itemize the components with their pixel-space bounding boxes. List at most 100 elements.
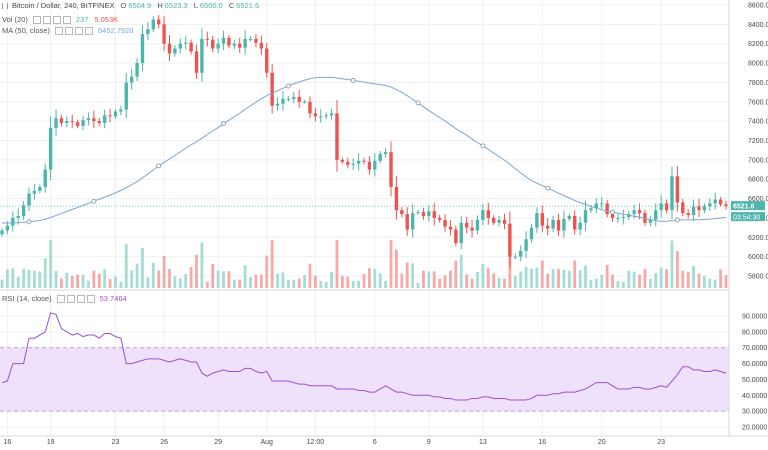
- volume-bar: [427, 271, 431, 288]
- volume-bar: [97, 273, 101, 288]
- time-tick-label: 20: [598, 439, 606, 446]
- volume-bar: [665, 269, 668, 288]
- price-tick-label: 5800.0: [748, 274, 768, 281]
- candle: [691, 206, 696, 216]
- candle: [562, 218, 566, 231]
- volume-bar: [119, 281, 123, 288]
- volume-bar: [189, 267, 193, 288]
- volume-bar: [222, 271, 225, 288]
- volume-bar: [389, 240, 393, 288]
- more-icon[interactable]: [86, 294, 95, 303]
- candle: [329, 113, 334, 116]
- candle: [286, 98, 291, 100]
- volume-bar: [384, 280, 388, 288]
- candle: [400, 210, 404, 215]
- volume-bar: [594, 278, 598, 288]
- candle: [335, 113, 339, 160]
- price-tick-label: 6000.0: [748, 254, 768, 261]
- ma-marker: [415, 100, 421, 106]
- volume-bar: [443, 275, 447, 288]
- time-tick-label: 23: [112, 439, 120, 446]
- volume-bar: [195, 254, 198, 288]
- ohlc-low-value: 6500.0: [199, 1, 223, 10]
- candle: [454, 229, 458, 244]
- candle: [308, 101, 312, 114]
- volume-bar: [578, 270, 582, 288]
- candle: [389, 152, 393, 187]
- volume-bar: [114, 276, 117, 288]
- volume-bar: [124, 244, 128, 288]
- volume-bar: [530, 268, 533, 288]
- candle: [275, 103, 280, 106]
- candle: [232, 43, 237, 46]
- candle: [659, 203, 663, 211]
- candle: [367, 161, 372, 170]
- candle: [356, 160, 361, 164]
- candle: [324, 115, 328, 117]
- eye-icon[interactable]: [2, 2, 8, 9]
- settings-icon[interactable]: [66, 294, 75, 303]
- volume-bar: [589, 279, 593, 288]
- visibility-toggle-icon[interactable]: [54, 26, 63, 35]
- visibility-toggle-icon[interactable]: [32, 15, 41, 24]
- candle: [697, 206, 701, 211]
- time-tick-label: 12:00: [307, 439, 325, 446]
- volume-bar: [351, 280, 355, 288]
- volume-bar: [6, 269, 9, 288]
- volume-bar: [151, 263, 155, 288]
- last-price-tag: [731, 201, 765, 211]
- visibility-toggle-icon[interactable]: [56, 294, 65, 303]
- candle: [708, 203, 712, 207]
- volume-bar: [416, 282, 420, 288]
- candle: [605, 203, 609, 215]
- candle: [443, 219, 447, 227]
- close-icon[interactable]: [52, 15, 61, 24]
- volume-legend[interactable]: Vol (20) 237 5.053K: [2, 15, 124, 24]
- volume-bar: [227, 271, 231, 288]
- volume-bar: [411, 263, 415, 288]
- candle: [427, 211, 431, 216]
- candle: [156, 19, 161, 25]
- volume-bar: [719, 269, 722, 288]
- settings-icon[interactable]: [42, 15, 51, 24]
- ma-value: 6452.7920: [97, 26, 134, 35]
- volume-bar: [627, 270, 631, 288]
- volume-bar: [259, 274, 263, 288]
- volume-bar: [724, 275, 728, 288]
- ma-line: [1, 76, 727, 224]
- candle: [540, 213, 544, 226]
- ma-legend[interactable]: MA (50, close) 6452.7920: [2, 26, 139, 35]
- candle: [205, 38, 210, 40]
- volume-bar: [76, 274, 80, 288]
- settings-icon[interactable]: [64, 26, 73, 35]
- volume-bar: [476, 271, 479, 288]
- close-icon[interactable]: [76, 294, 85, 303]
- volume-bar: [497, 277, 501, 288]
- volume-bar: [243, 265, 247, 288]
- volume-bar: [205, 281, 209, 288]
- rsi-legend[interactable]: RSI (14, close) 53.7464: [2, 294, 133, 303]
- candle: [637, 210, 642, 214]
- price-tick-label: 8600.0: [748, 3, 768, 10]
- volume-bar: [308, 263, 312, 288]
- countdown-label: 03:54:30: [733, 215, 760, 222]
- candle: [102, 115, 107, 124]
- more-icon[interactable]: [84, 26, 93, 35]
- more-icon[interactable]: [62, 15, 71, 24]
- candle: [556, 219, 561, 231]
- volume-bars: [0, 240, 728, 288]
- candle: [724, 204, 728, 207]
- volume-bar: [524, 266, 528, 288]
- volume-bar: [141, 248, 144, 288]
- close-icon[interactable]: [74, 26, 83, 35]
- candle: [81, 120, 85, 126]
- volume-bar: [16, 276, 20, 288]
- volume-bar: [33, 270, 36, 288]
- volume-bar: [621, 281, 625, 288]
- volume-bar: [605, 264, 609, 288]
- volume-bar: [513, 276, 517, 288]
- volume-bar: [567, 270, 571, 288]
